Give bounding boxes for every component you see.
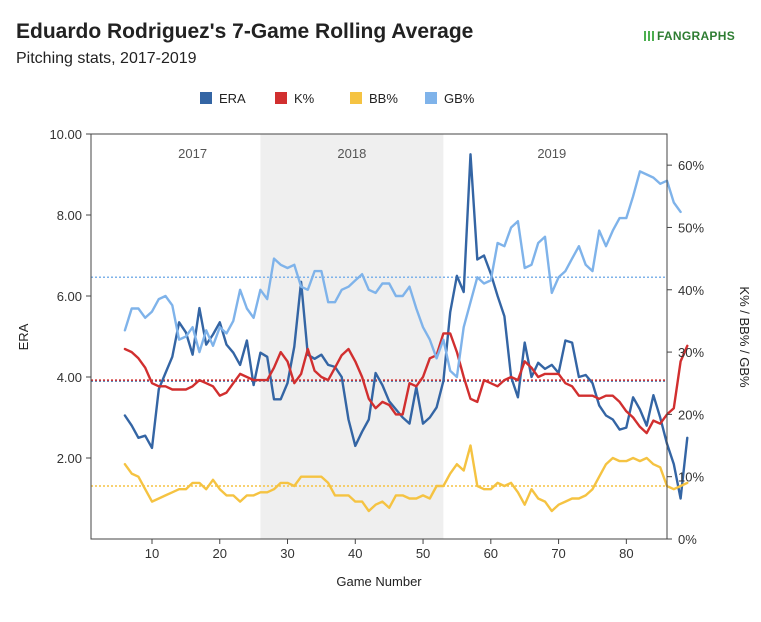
shade-layer: [260, 134, 444, 539]
x-tick-label: 40: [348, 546, 362, 561]
season-2018-band: [260, 134, 444, 539]
chart-subtitle: Pitching stats, 2017-2019: [16, 50, 197, 67]
y-left-tick-label: 6.00: [57, 289, 82, 304]
y-left-tick-label: 8.00: [57, 208, 82, 223]
series-line-gb-pct: [123, 170, 682, 379]
x-tick-label: 70: [551, 546, 565, 561]
y-right-tick-label: 60%: [678, 158, 704, 173]
x-tick-label: 20: [213, 546, 227, 561]
legend-swatch-k-pct: [275, 92, 287, 104]
legend-swatch-era: [200, 92, 212, 104]
legend: ERA K% BB% GB%: [200, 91, 475, 106]
x-tick-label: 80: [619, 546, 633, 561]
y-right-tick-label: 0%: [678, 532, 697, 547]
legend-swatch-bb-pct: [350, 92, 362, 104]
plot-frame: [90, 133, 668, 540]
season-label-2019: 2019: [537, 146, 566, 161]
legend-label-gb-pct: GB%: [444, 91, 475, 106]
y-axis-right-title: K% / BB% / GB%: [737, 286, 752, 388]
y-right-tick-label: 20%: [678, 407, 704, 422]
legend-swatch-gb-pct: [425, 92, 437, 104]
x-tick-label: 30: [280, 546, 294, 561]
x-tick-label: 10: [145, 546, 159, 561]
season-label-2017: 2017: [178, 146, 207, 161]
y-left-tick-label: 10.00: [49, 127, 82, 142]
y-right-tick-label: 40%: [678, 283, 704, 298]
legend-label-era: ERA: [219, 91, 246, 106]
tick-layer: 10 20 30 40 50 60 70 80 2.00 4.00 6.00 8.00 10.00 0% 1…: [49, 127, 704, 561]
series-layer: [123, 153, 689, 513]
brand-text: FANGRAPHS: [656, 29, 735, 43]
y-left-tick-label: 2.00: [57, 451, 82, 466]
y-right-tick-label: 10%: [678, 470, 704, 485]
y-right-tick-label: 30%: [678, 345, 704, 360]
y-axis-left-title: ERA: [16, 323, 31, 350]
series-line-k-pct: [123, 332, 689, 435]
legend-label-bb-pct: BB%: [369, 91, 398, 106]
series-line-bb-pct: [123, 444, 689, 513]
fangraphs-logo: FANGRAPHS: [643, 29, 735, 43]
x-tick-label: 60: [484, 546, 498, 561]
series-line-era: [123, 153, 689, 500]
legend-label-k-pct: K%: [294, 91, 315, 106]
x-tick-label: 50: [416, 546, 430, 561]
season-label-2018: 2018: [337, 146, 366, 161]
x-axis-title: Game Number: [336, 574, 422, 589]
y-right-tick-label: 50%: [678, 220, 704, 235]
chart-title: Eduardo Rodriguez's 7-Game Rolling Avera…: [16, 20, 474, 43]
label-layer: Game Number ERA K% / BB% / GB% 2017 2018 2…: [16, 146, 752, 589]
fangraphs-bars-icon: [643, 31, 654, 41]
y-left-tick-label: 4.00: [57, 370, 82, 385]
axis-layer: [90, 133, 668, 540]
